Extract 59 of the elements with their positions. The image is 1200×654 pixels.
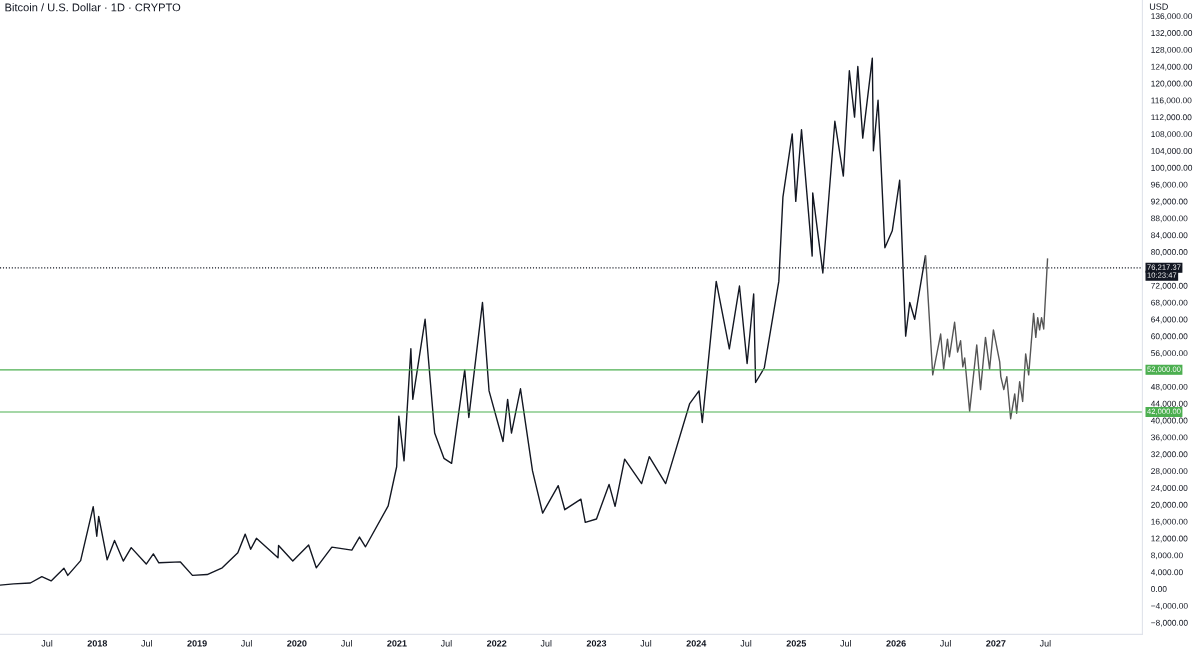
y-tick-label: 100,000.00	[1151, 164, 1193, 172]
x-tick-label: 2026	[886, 640, 906, 647]
y-tick-label: 16,000.00	[1151, 518, 1188, 526]
y-tick-label: 28,000.00	[1151, 468, 1188, 476]
y-tick-label: 44,000.00	[1150, 400, 1188, 408]
y-tick-label: 48,000.00	[1150, 383, 1188, 391]
y-tick-label: 68,000.00	[1151, 299, 1188, 307]
y-tick-label: 24,000.00	[1151, 484, 1188, 492]
x-tick-label: Jul	[840, 639, 851, 647]
y-tick-label: 92,000.00	[1151, 198, 1188, 206]
y-tick-label: 40,000.00	[1150, 417, 1188, 425]
x-tick-label: 2022	[486, 640, 507, 647]
y-tick-label: 84,000.00	[1151, 232, 1188, 240]
y-tick-label: 0.00	[1151, 586, 1167, 592]
x-tick-label: Jul	[540, 639, 552, 647]
x-tick-label: 2023	[586, 640, 607, 647]
x-tick-label: 2027	[986, 640, 1006, 647]
y-tick-label: 112,000.00	[1151, 114, 1192, 122]
y-tick-label: 80,000.00	[1151, 249, 1188, 256]
line-series	[924, 255, 1049, 420]
y-tick-label: 136,000.00	[1151, 13, 1193, 21]
y-tick-label: 124,000.00	[1151, 63, 1193, 71]
x-tick-label: 2019	[187, 640, 207, 647]
x-tick-label: 2018	[87, 640, 108, 647]
y-tick-label: 32,000.00	[1151, 451, 1188, 459]
x-tick-label: Jul	[640, 639, 652, 647]
x-tick-label: Jul	[440, 639, 452, 647]
x-tick-label: 2021	[387, 640, 407, 647]
y-tick-label: 56,000.00	[1151, 350, 1188, 358]
x-tick-label: Jul	[939, 639, 951, 647]
y-tick-label: 20,000.00	[1151, 501, 1188, 509]
x-tick-label: Jul	[41, 639, 53, 647]
x-tick-label: Jul	[240, 639, 252, 647]
y-tick-label: 4,000.00	[1150, 569, 1183, 577]
y-tick-label: 120,000.00	[1151, 80, 1193, 88]
y-axis-title: USD	[1149, 3, 1168, 10]
y-tick-label: 12,000.00	[1151, 535, 1188, 543]
y-tick-label: 64,000.00	[1151, 316, 1188, 324]
y-tick-label: 36,000.00	[1151, 434, 1188, 442]
y-tick-label: 132,000.00	[1151, 30, 1193, 37]
x-tick-label: Jul	[341, 639, 352, 647]
x-tick-label: 2025	[786, 640, 807, 647]
y-tick-label: 108,000.00	[1151, 131, 1193, 139]
y-tick-label: 88,000.00	[1151, 215, 1188, 223]
y-tick-label: 60,000.00	[1151, 333, 1188, 341]
chart-title: Bitcoin / U.S. Dollar · 1D · CRYPTO	[5, 3, 181, 12]
y-tick-label: 96,000.00	[1151, 181, 1188, 189]
y-tick-label: −8,000.00	[1151, 619, 1188, 627]
x-tick-label: 2024	[686, 640, 707, 647]
y-tick-label: 128,000.00	[1151, 46, 1193, 54]
y-tick-label: −4,000.00	[1151, 602, 1188, 610]
x-tick-label: Jul	[141, 639, 152, 647]
x-tick-label: Jul	[1039, 639, 1051, 647]
y-tick-label: 104,000.00	[1151, 148, 1193, 155]
x-tick-label: 2020	[287, 640, 307, 647]
y-tick-label: 8,000.00	[1151, 552, 1183, 560]
y-tick-label: 72,000.00	[1151, 282, 1188, 290]
x-tick-label: Jul	[740, 639, 752, 647]
y-tick-label: 116,000.00	[1151, 97, 1192, 105]
